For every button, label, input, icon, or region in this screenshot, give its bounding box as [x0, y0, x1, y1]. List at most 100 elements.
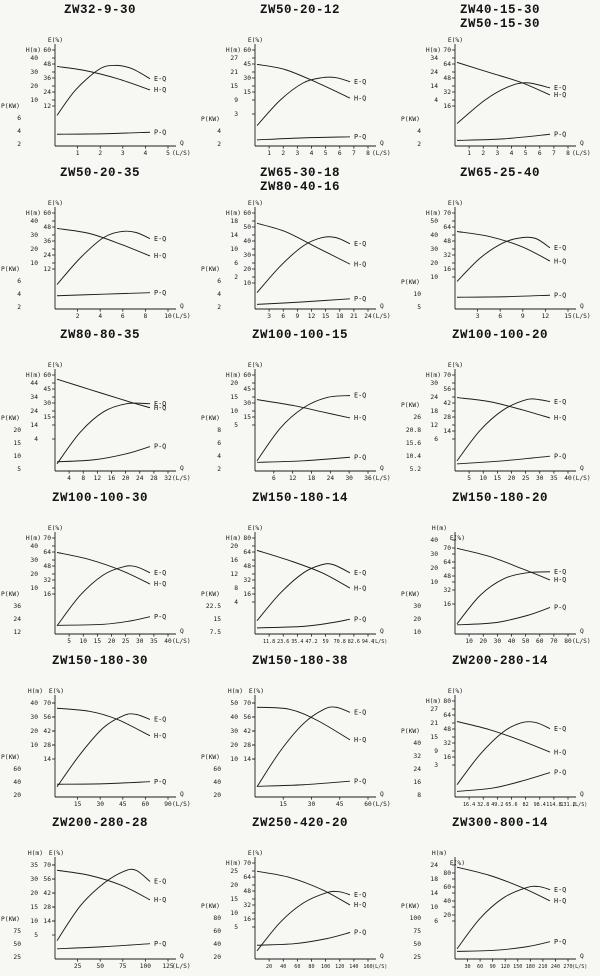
chart-plot: 60 45 30 15 44 34 24 14 4 P(KW) 20 15 10 5 E(%) H(m) 4 8 1… — [1, 362, 191, 482]
curve-e-q — [456, 82, 551, 124]
h-tick-label: 34 — [430, 55, 438, 62]
x-tick-label: 114.8 — [546, 802, 561, 808]
e-tick-label: 15 — [243, 89, 251, 96]
h-tick-label: 20 — [430, 565, 438, 572]
x-tick-label: 40 — [164, 638, 172, 645]
e-tick-label: 80 — [443, 870, 451, 877]
h-tick-label: 20 — [30, 890, 38, 897]
curve-label-p-q: P-Q — [354, 454, 366, 462]
e-tick-label: 45 — [243, 61, 251, 68]
chart-title-line: ZW100-100-30 — [51, 490, 148, 505]
x-tick-label: 1 — [76, 150, 80, 157]
curve-p-q — [256, 932, 351, 946]
h-tick-label: 30 — [30, 876, 38, 883]
x-tick-label: 75 — [119, 963, 127, 970]
chart-cell-zw150-180-20: ZW150-180-20 70 64 48 32 16 40 30 20 10 P(KW) 30 20… — [400, 488, 600, 651]
x-tick-label: 80 — [308, 964, 314, 970]
h-tick-label: 10 — [230, 756, 238, 763]
e-tick-label: 42 — [443, 401, 451, 408]
p-tick-label: 50 — [13, 941, 21, 948]
e-tick-label: 28 — [43, 904, 51, 911]
h-tick-label: 9 — [434, 748, 438, 755]
x-tick-label: 16.4 — [463, 802, 475, 808]
h-axis-label: H(m) — [426, 698, 441, 705]
p-tick-label: 25 — [13, 954, 21, 961]
e-tick-label: 28 — [43, 742, 51, 749]
x-tick-label: 10 — [465, 638, 473, 645]
p-tick-label: 26 — [413, 414, 421, 421]
x-tick-label: 1 — [467, 150, 471, 157]
h-tick-label: 4 — [34, 437, 38, 444]
q-axis-label: Q — [180, 953, 184, 960]
curve-p-q — [256, 457, 351, 464]
x-tick-label: 40 — [564, 475, 572, 482]
e-axis-label: E(%) — [450, 535, 465, 542]
x-tick-label: 120 — [501, 964, 510, 970]
x-tick-label: 18 — [308, 475, 316, 482]
h-tick-label: 20 — [30, 728, 38, 735]
e-tick-label: 32 — [443, 587, 451, 594]
curve-label-h-q: H-Q — [554, 414, 566, 422]
x-tick-label: 8 — [81, 475, 85, 482]
h-axis-label: H(m) — [426, 47, 441, 54]
e-axis-label: E(%) — [248, 850, 263, 857]
e-tick-label: 32 — [443, 740, 451, 747]
chart-plot: 80 64 48 32 16 20 16 12 8 4 P(KW) 22.5 15 7.5 E(%) H(m)… — [201, 525, 387, 645]
p-tick-label: 40 — [213, 941, 221, 948]
curve-p-q — [256, 136, 351, 141]
e-axis-label: E(%) — [448, 37, 463, 44]
x-tick-label: 15 — [494, 475, 502, 482]
p-tick-label: 40 — [13, 779, 21, 786]
x-tick-label: 21 — [350, 313, 358, 320]
chart-title-line: ZW80-40-16 — [259, 179, 340, 194]
curve-h-q — [56, 870, 151, 901]
p-tick-label: 2 — [17, 141, 21, 148]
curve-h-q — [56, 551, 151, 585]
x-tick-label: 4 — [67, 475, 71, 482]
p-tick-label: 20 — [413, 616, 421, 623]
x-tick-label: 60 — [294, 964, 300, 970]
p-axis-label: P(KW) — [401, 728, 420, 735]
x-tick-label: 18 — [336, 313, 344, 320]
h-tick-label: 30 — [430, 551, 438, 558]
e-tick-label: 48 — [43, 224, 51, 231]
curve-label-p-q: P-Q — [554, 938, 566, 946]
h-tick-label: 20 — [30, 83, 38, 90]
curve-h-q — [56, 707, 151, 736]
q-axis-label: Q — [380, 303, 384, 310]
chart-title-line: ZW32-9-30 — [63, 3, 136, 17]
p-tick-label: 10 — [13, 453, 21, 460]
e-tick-label: 12 — [43, 103, 51, 110]
x-tick-label: 8 — [566, 150, 570, 157]
curve-label-h-q: H-Q — [354, 414, 366, 422]
x-tick-label: 12 — [542, 313, 550, 320]
x-unit-label: (L/S) — [172, 475, 191, 482]
x-tick-label: 6 — [498, 313, 502, 320]
p-tick-label: 100 — [410, 915, 422, 922]
chart-cell-zw250-420-20: ZW250-420-20 70 64 48 32 16 25 20 15 10 5 P(KW) 80 6… — [200, 813, 400, 976]
chart-title: ZW100-100-15 — [200, 328, 400, 342]
curve-label-e-q: E-Q — [554, 244, 566, 252]
chart-plot: 70 56 42 28 14 40 30 20 10 P(KW) 60 40 20 H(m) E(%) 15 3… — [1, 688, 191, 808]
x-tick-label: 60 — [477, 964, 483, 970]
q-axis-label: Q — [580, 791, 584, 798]
e-tick-label: 16 — [243, 916, 251, 923]
h-tick-label: 15 — [230, 896, 238, 903]
chart-title-line: ZW150-180-14 — [251, 490, 348, 505]
p-tick-label: 2 — [17, 304, 21, 311]
p-tick-label: 25 — [413, 954, 421, 961]
p-tick-label: 5 — [17, 466, 21, 473]
curve-e-q — [56, 402, 151, 465]
x-tick-label: 5 — [324, 150, 328, 157]
curve-label-p-q: P-Q — [354, 777, 366, 785]
x-tick-label: 240 — [551, 964, 560, 970]
p-tick-label: 22.5 — [206, 603, 221, 610]
curve-h-q — [256, 706, 351, 740]
x-tick-label: 25 — [122, 638, 130, 645]
p-tick-label: 15 — [13, 440, 21, 447]
p-tick-label: 12 — [13, 629, 21, 636]
e-tick-label: 14 — [43, 918, 51, 925]
p-tick-label: 6 — [17, 278, 21, 285]
